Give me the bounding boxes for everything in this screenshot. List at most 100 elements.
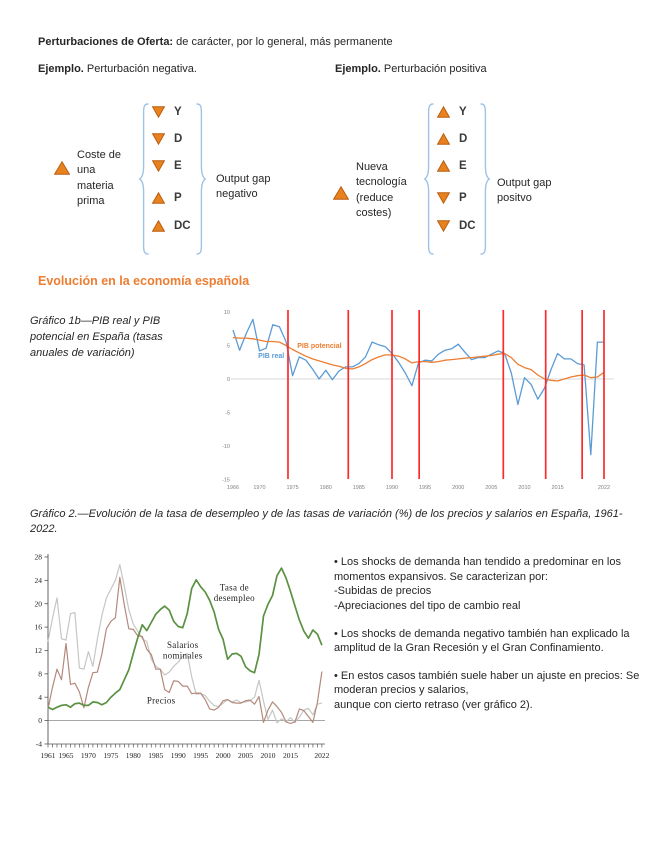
variable-label: DC	[174, 220, 191, 232]
x-tick-label: 2022	[314, 751, 329, 760]
x-tick-label: 1980	[126, 751, 141, 760]
series-label: PIB potencial	[297, 343, 341, 350]
variable-label: D	[459, 133, 468, 145]
up-triangle-icon	[152, 220, 165, 232]
brace-left-icon	[139, 103, 149, 255]
down-triangle-icon	[152, 106, 165, 118]
x-tick-label: 1990	[386, 485, 398, 491]
x-tick-label: 1970	[253, 485, 265, 491]
series-annotation: Salarios nominales	[163, 640, 203, 661]
x-tick-label: 1995	[193, 751, 208, 760]
x-tick-label: 1985	[148, 751, 163, 760]
series-line-precios	[47, 576, 323, 725]
x-tick-label: 1965	[58, 751, 73, 760]
x-tick-label: 1995	[419, 485, 431, 491]
down-triangle-icon	[152, 133, 165, 145]
x-tick-label: 1966	[227, 485, 239, 491]
y-tick-label: -4	[36, 740, 42, 749]
brace-right-icon	[196, 103, 206, 255]
x-tick-label: 2010	[518, 485, 530, 491]
brace-left-icon	[424, 103, 434, 255]
variable-label: P	[459, 192, 467, 204]
series-annotation: Tasa de desempleo	[214, 582, 255, 603]
variable-item-dc: DC	[152, 217, 191, 235]
down-triangle-icon	[152, 160, 165, 172]
y-tick-label: 24	[35, 576, 43, 585]
up-triangle-icon	[332, 185, 350, 205]
x-tick-label: 1975	[287, 485, 299, 491]
title-rest: de carácter, por lo general, más permane…	[173, 36, 393, 48]
variable-label: Y	[174, 106, 182, 118]
y-tick-label: 16	[35, 623, 43, 632]
page-title: Perturbaciones de Oferta: de carácter, p…	[38, 36, 393, 48]
variable-label: D	[174, 133, 183, 145]
variable-label: P	[174, 192, 182, 204]
up-triangle-icon	[152, 192, 165, 204]
y-tick-label: 0	[227, 377, 230, 383]
notes-list: • Los shocks de demanda han tendido a pr…	[334, 555, 652, 726]
x-tick-label: 1975	[103, 751, 118, 760]
variable-label: Y	[459, 106, 467, 118]
chart2-caption: Gráfico 2.—Evolución de la tasa de desem…	[30, 508, 623, 535]
variable-item-p: P	[437, 189, 467, 207]
x-tick-label: 2015	[552, 485, 564, 491]
variables-list-negative: Y D E P DC	[152, 101, 198, 253]
x-tick-label: 1970	[81, 751, 96, 760]
variable-item-dc: DC	[437, 217, 476, 235]
brace-right-icon	[480, 103, 490, 255]
variable-item-d: D	[152, 130, 182, 148]
variable-label: E	[459, 160, 467, 172]
x-tick-label: 1985	[353, 485, 365, 491]
variable-item-e: E	[152, 157, 182, 175]
y-tick-label: 12	[35, 646, 43, 655]
x-tick-label: 1961	[41, 751, 56, 760]
example-positive-label: Ejemplo. Perturbación positiva	[335, 63, 487, 75]
variable-item-p: P	[152, 189, 182, 207]
series-label: PIB real	[258, 353, 284, 360]
y-tick-label: 20	[35, 599, 43, 608]
up-triangle-icon	[332, 185, 350, 200]
bullet-paragraph: • Los shocks de demanda negativo también…	[334, 627, 630, 655]
bullet-paragraph: • Los shocks de demanda han tendido a pr…	[334, 556, 621, 612]
title-term: Perturbaciones de Oferta:	[38, 36, 174, 48]
variable-label: DC	[459, 220, 476, 232]
cause-label-negative: Coste de una materia prima	[77, 149, 122, 208]
x-tick-label: 2010	[261, 751, 276, 760]
y-tick-label: 10	[224, 310, 230, 316]
series-line-tasa-de-desempleo	[47, 567, 323, 711]
down-triangle-icon	[437, 220, 450, 232]
example-text: Perturbación negativa.	[83, 63, 197, 75]
y-tick-label: 8	[38, 669, 42, 678]
variable-item-e: E	[437, 157, 467, 175]
example-word: Ejemplo.	[335, 63, 381, 75]
y-tick-label: 5	[227, 344, 230, 350]
up-triangle-icon	[437, 133, 450, 145]
x-tick-label: 2005	[238, 751, 253, 760]
y-tick-label: -10	[222, 444, 230, 450]
bullet-paragraph: • En estos casos también suele haber un …	[334, 669, 640, 711]
x-tick-label: 2015	[283, 751, 298, 760]
y-tick-label: 0	[38, 716, 42, 725]
chart1-caption: Gráfico 1b—PIB real y PIB potencial en E…	[30, 315, 163, 359]
example-text: Perturbación positiva	[380, 63, 487, 75]
example-negative-label: Ejemplo. Perturbación negativa.	[38, 63, 197, 75]
y-tick-label: -15	[222, 478, 230, 484]
variable-label: E	[174, 160, 182, 172]
up-triangle-icon	[437, 160, 450, 172]
down-triangle-icon	[437, 192, 450, 204]
x-tick-label: 2000	[452, 485, 464, 491]
up-triangle-icon	[53, 160, 71, 180]
y-tick-label: 4	[38, 693, 42, 702]
x-tick-label: 2000	[216, 751, 231, 760]
series-line-salarios-nominales	[47, 564, 323, 724]
up-triangle-icon	[53, 160, 71, 175]
variable-item-y: Y	[437, 103, 467, 121]
x-tick-label: 2005	[485, 485, 497, 491]
cause-label-positive: Nueva tecnología (reduce costes)	[356, 161, 407, 220]
variables-list-positive: Y D E P DC	[437, 101, 483, 253]
unemployment-prices-wages-chart: 28 24 20 16 12 8 4 0 -4 1961 1965 1970 1975 1980 1985 1…	[35, 553, 330, 760]
x-tick-label: 2022	[598, 485, 610, 491]
variable-item-y: Y	[152, 103, 182, 121]
